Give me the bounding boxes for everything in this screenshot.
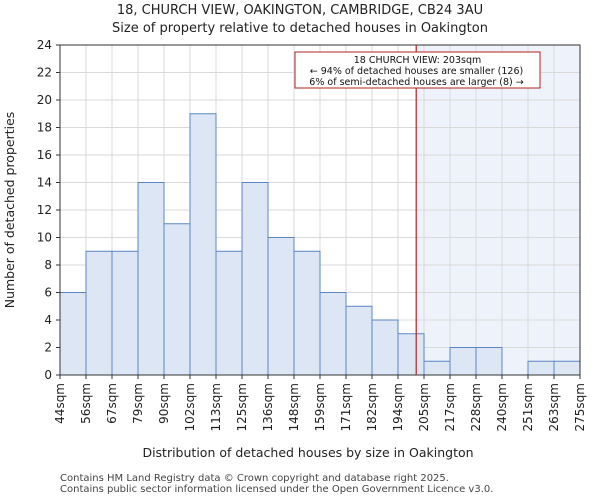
y-tick-label: 12 xyxy=(37,203,52,217)
bar xyxy=(475,347,503,376)
y-axis-label: Number of detached properties xyxy=(2,112,17,309)
x-tick-label: 136sqm xyxy=(261,383,275,431)
bar xyxy=(345,305,373,376)
x-tick-label: 217sqm xyxy=(443,383,457,431)
bar xyxy=(111,250,139,376)
x-tick-label: 228sqm xyxy=(469,383,483,431)
bar xyxy=(371,319,399,376)
x-tick-label: 148sqm xyxy=(287,383,301,431)
x-tick-label: 205sqm xyxy=(417,383,431,431)
bar xyxy=(215,250,243,376)
bar xyxy=(267,237,295,376)
y-tick-label: 4 xyxy=(44,313,52,327)
bar xyxy=(319,292,347,376)
x-tick-label: 182sqm xyxy=(365,383,379,431)
bar xyxy=(59,292,87,376)
x-tick-label: 44sqm xyxy=(53,383,67,424)
x-tick-label: 159sqm xyxy=(313,383,327,431)
chart-title: 18, CHURCH VIEW, OAKINGTON, CAMBRIDGE, C… xyxy=(116,3,484,18)
bar xyxy=(189,113,217,376)
y-tick-label: 24 xyxy=(37,38,52,52)
bar xyxy=(137,182,165,376)
bar xyxy=(293,250,321,376)
x-tick-label: 113sqm xyxy=(209,383,223,431)
annotation-line: 18 CHURCH VIEW: 203sqm xyxy=(354,55,482,66)
y-tick-label: 18 xyxy=(37,121,52,135)
y-tick-label: 22 xyxy=(37,66,52,80)
annotation-line: 6% of semi-detached houses are larger (8… xyxy=(309,77,523,88)
footer-line-2: Contains public sector information licen… xyxy=(60,484,494,495)
annotation-box xyxy=(294,51,541,89)
x-tick-label: 263sqm xyxy=(547,383,561,431)
y-tick-label: 2 xyxy=(44,341,52,355)
x-tick-label: 251sqm xyxy=(521,383,535,431)
x-tick-label: 240sqm xyxy=(495,383,509,431)
y-tick-label: 14 xyxy=(37,176,52,190)
bar xyxy=(163,223,191,376)
footer-line-1: Contains HM Land Registry data © Crown c… xyxy=(60,473,449,484)
x-tick-label: 79sqm xyxy=(131,383,145,424)
bar xyxy=(527,360,555,376)
x-tick-label: 194sqm xyxy=(391,383,405,431)
x-tick-label: 56sqm xyxy=(79,383,93,424)
x-tick-label: 67sqm xyxy=(105,383,119,424)
y-tick-label: 6 xyxy=(44,286,52,300)
y-tick-label: 20 xyxy=(37,93,52,107)
x-tick-label: 90sqm xyxy=(157,383,171,424)
y-tick-label: 0 xyxy=(44,368,52,382)
x-axis-label: Distribution of detached houses by size … xyxy=(142,445,473,460)
bar xyxy=(85,250,113,376)
y-tick-label: 10 xyxy=(37,231,52,245)
annotation-line: ← 94% of detached houses are smaller (12… xyxy=(310,66,523,77)
x-tick-label: 102sqm xyxy=(183,383,197,431)
x-tick-label: 171sqm xyxy=(339,383,353,431)
bar xyxy=(423,360,451,376)
chart-subtitle: Size of property relative to detached ho… xyxy=(112,21,488,36)
bar xyxy=(449,347,477,376)
bar xyxy=(241,182,269,376)
x-tick-label: 275sqm xyxy=(573,383,587,431)
bar xyxy=(553,360,581,376)
bar xyxy=(397,333,425,376)
y-tick-label: 8 xyxy=(44,258,52,272)
y-tick-label: 16 xyxy=(37,148,52,162)
x-tick-label: 125sqm xyxy=(235,383,249,431)
